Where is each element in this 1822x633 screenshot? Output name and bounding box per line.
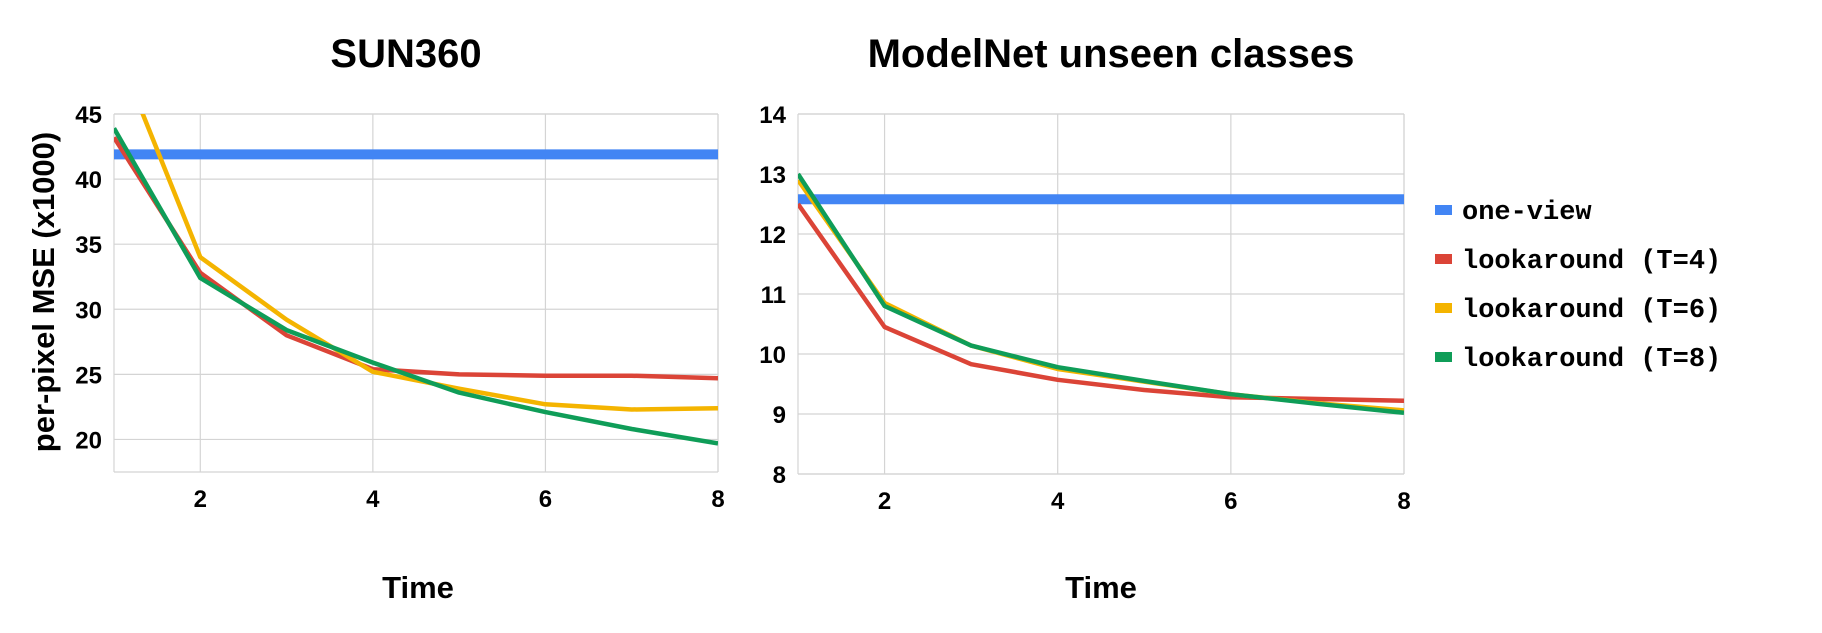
- x-tick-label: 8: [711, 486, 724, 513]
- legend-swatch: [1435, 303, 1452, 313]
- x-tick-label: 8: [1397, 488, 1410, 515]
- legend-label: lookaround (T=6): [1462, 296, 1721, 326]
- legend-swatch: [1435, 254, 1452, 264]
- legend-label: lookaround (T=4): [1462, 247, 1721, 277]
- legend-label: one-view: [1462, 198, 1592, 228]
- gridlines: [797, 113, 1405, 475]
- series-line-lookaround-t-4: [798, 202, 1404, 404]
- x-tick-labels: 2 4 6 8: [194, 486, 725, 513]
- y-tick-labels: 8 9 10 11 12 13 14: [759, 102, 786, 489]
- chart-modelnet: ModelNet unseen classes 8 9 10 11 12 13 14 2 4 6…: [759, 32, 1410, 605]
- x-tick-label: 4: [366, 486, 380, 513]
- y-tick-label: 9: [773, 402, 786, 429]
- x-axis-label: Time: [382, 570, 454, 605]
- gridlines: [113, 113, 719, 473]
- chart-sun360: SUN360 20 25 30 35 40 45 2 4 6 8 Time: [75, 32, 724, 605]
- y-tick-label: 12: [759, 222, 786, 249]
- series-lines: [798, 172, 1404, 416]
- y-tick-label: 13: [759, 162, 786, 189]
- series-lines: [114, 114, 718, 446]
- x-tick-label: 2: [194, 486, 207, 513]
- series-line-lookaround-t-4: [114, 136, 718, 381]
- y-tick-label: 11: [761, 282, 786, 309]
- series-line-lookaround-t-8: [114, 127, 718, 446]
- y-tick-label: 8: [773, 462, 786, 489]
- x-tick-label: 6: [539, 486, 552, 513]
- x-axis-label: Time: [1065, 570, 1137, 605]
- y-tick-label: 25: [75, 362, 102, 389]
- y-tick-label: 14: [759, 102, 786, 129]
- x-tick-label: 2: [878, 488, 891, 515]
- y-tick-label: 40: [75, 167, 102, 194]
- legend-label: lookaround (T=8): [1462, 345, 1721, 375]
- legend: one-view lookaround (T=4) lookaround (T=6)…: [1435, 198, 1721, 375]
- y-tick-labels: 20 25 30 35 40 45: [75, 102, 102, 454]
- x-tick-labels: 2 4 6 8: [878, 488, 1411, 515]
- y-tick-label: 30: [75, 297, 102, 324]
- chart-title: ModelNet unseen classes: [868, 32, 1355, 76]
- series-line-lookaround-t-8: [798, 172, 1404, 416]
- legend-swatch: [1435, 352, 1452, 362]
- y-tick-label: 45: [75, 102, 102, 129]
- y-tick-label: 20: [75, 427, 102, 454]
- legend-swatch: [1435, 205, 1452, 215]
- y-tick-label: 10: [759, 342, 786, 369]
- x-tick-label: 4: [1051, 488, 1065, 515]
- chart-title: SUN360: [330, 32, 481, 76]
- x-tick-label: 6: [1224, 488, 1237, 515]
- series-line-lookaround-t-6: [140, 114, 718, 412]
- y-axis-label: per-pixel MSE (x1000): [26, 132, 61, 452]
- y-tick-label: 35: [75, 232, 102, 259]
